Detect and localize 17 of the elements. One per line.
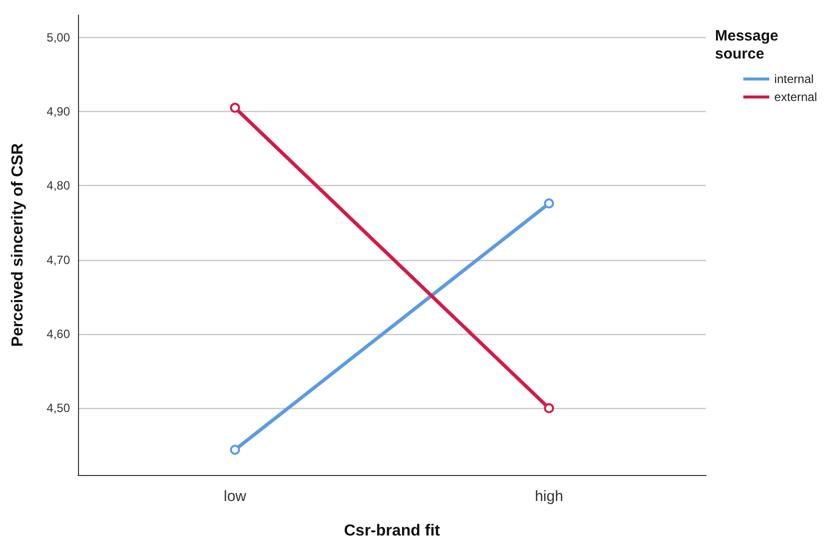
- y-tick-label: 5,00: [46, 30, 70, 44]
- y-tick-label: 4,50: [46, 401, 70, 416]
- y-tick-label: 4,60: [46, 327, 70, 342]
- point: [544, 403, 554, 414]
- y-tick-label: 4,70: [46, 252, 70, 267]
- x-tick-label: high: [534, 488, 564, 505]
- point: [230, 444, 240, 455]
- y-axis-title: Perceived sincerity of CSR: [10, 142, 26, 347]
- point: [230, 102, 240, 113]
- point: [544, 198, 554, 208]
- legend-label: internal: [774, 72, 814, 86]
- legend-title: Message source: [715, 28, 783, 62]
- legend-label: external: [774, 90, 818, 104]
- y-tick-label: 4,80: [46, 178, 70, 193]
- x-tick-label: low: [224, 488, 246, 505]
- x-axis-title: Csr-brand fit: [344, 522, 441, 540]
- y-tick-label: 4,90: [46, 104, 70, 118]
